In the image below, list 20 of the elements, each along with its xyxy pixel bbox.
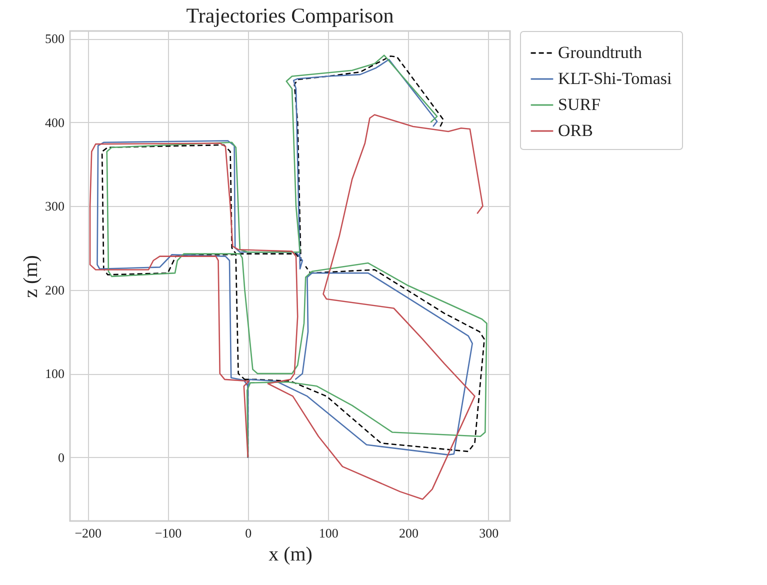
legend-label: KLT-Shi-Tomasi	[558, 69, 672, 88]
x-tick-label: −200	[74, 526, 102, 540]
y-tick-label: 0	[58, 450, 64, 465]
legend-label: Groundtruth	[558, 43, 643, 62]
chart-title: Trajectories Comparison	[186, 4, 394, 28]
x-tick-label: 0	[245, 526, 252, 540]
y-tick-label: 400	[45, 114, 64, 130]
y-axis-title: z (m)	[20, 255, 42, 298]
y-tick-label: 200	[45, 282, 64, 298]
x-tick-label: 100	[318, 526, 338, 540]
y-tick-label: 500	[45, 31, 64, 46]
x-tick-label: 300	[479, 526, 499, 540]
line-series	[89, 114, 484, 500]
x-tick-label: 200	[398, 526, 418, 540]
y-tick-label: 100	[45, 366, 64, 382]
legend-label: SURF	[558, 95, 601, 114]
y-tick-label: 300	[45, 198, 64, 214]
x-axis-title: x (m)	[268, 544, 312, 566]
legend-label: ORB	[558, 121, 593, 140]
x-tick-label: −100	[154, 526, 182, 540]
